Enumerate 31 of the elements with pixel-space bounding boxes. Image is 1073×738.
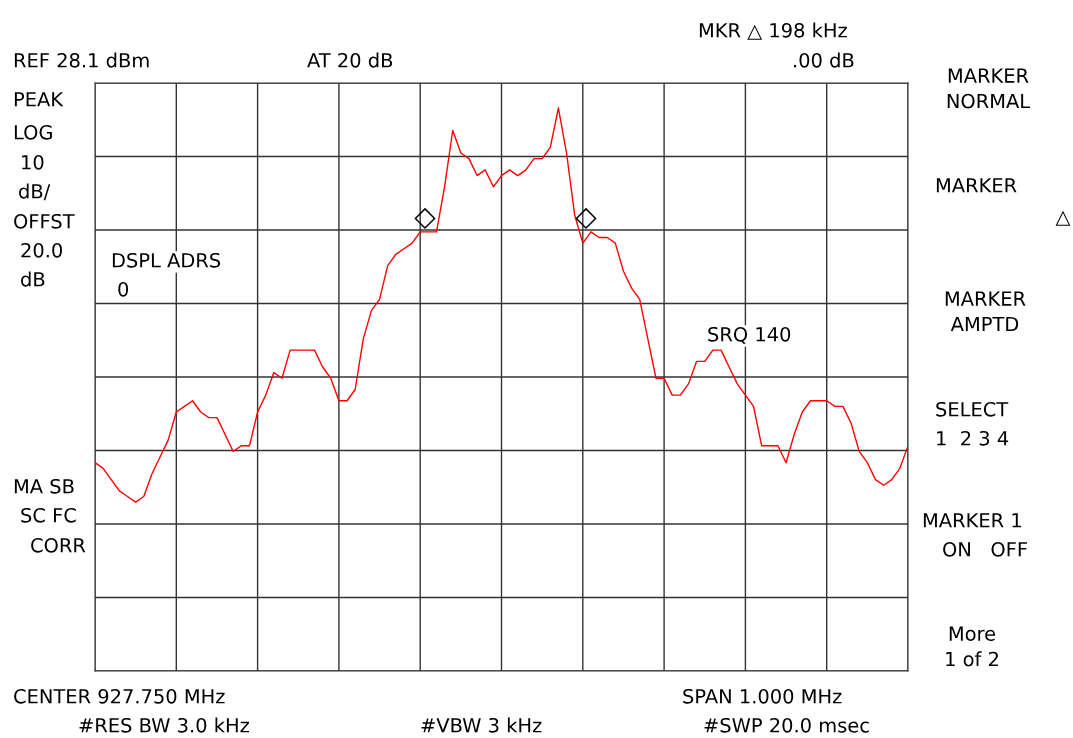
text: #VBW 3 kHz [421, 717, 542, 733]
text: 10 [22, 154, 44, 170]
annotation: 0 [118, 281, 129, 297]
text: #RES BW 3.0 kHz [79, 717, 250, 733]
text: MARKER NORMAL [947, 68, 1031, 109]
annotation: SRQ 140 [708, 326, 791, 344]
text: △ [1055, 210, 1071, 226]
text: CORR [31, 537, 86, 553]
annotation: DSPL ADRS [112, 252, 221, 268]
text: ON OFF [943, 541, 1027, 557]
text: More 1 of 2 [946, 626, 998, 667]
text: MA SB [14, 478, 74, 494]
text: MARKER AMPTD [945, 291, 1026, 332]
text: dB/ [19, 183, 51, 201]
text: AT 20 dB [307, 52, 393, 68]
text: MARKER 1 [923, 513, 1021, 528]
text: .00 dB [794, 52, 854, 68]
text: CENTER 927.750 MHz [14, 688, 225, 704]
text: MKR △ 198 kHz [699, 22, 847, 40]
text: LOG [14, 124, 52, 140]
text: dB [21, 271, 45, 287]
text: REF 28.1 dBm [14, 52, 149, 68]
text: 1 2 3 4 [937, 430, 1009, 446]
text: #SWP 20.0 msec [704, 717, 869, 733]
text: SELECT [936, 401, 1009, 417]
text: SPAN 1.000 MHz [683, 688, 842, 704]
text: PEAK [14, 92, 64, 107]
text: OFFST [14, 213, 75, 229]
text: SC FC [21, 507, 76, 523]
text: MARKER [936, 178, 1017, 193]
text: 20.0 [21, 242, 62, 258]
